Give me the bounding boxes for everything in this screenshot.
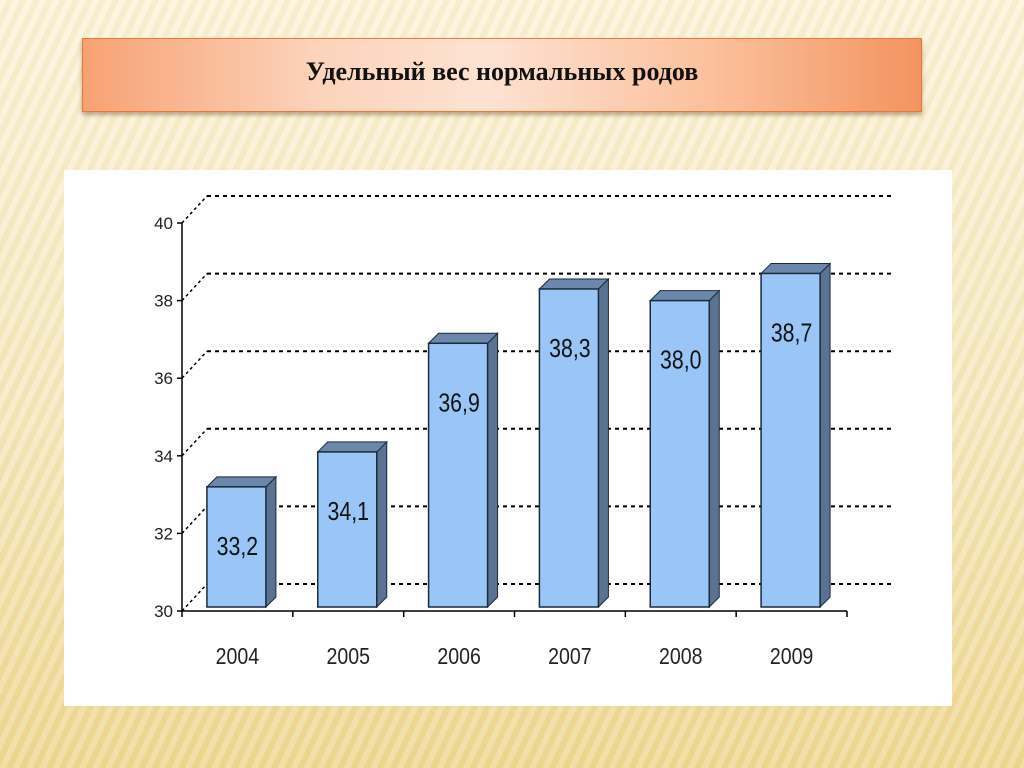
x-tick-label: 2005	[327, 644, 370, 670]
data-label: 33,2	[217, 532, 258, 562]
grid-depth-line	[181, 195, 208, 224]
bar	[206, 486, 267, 608]
data-label: 38,7	[771, 318, 812, 348]
bar-top	[205, 476, 278, 488]
data-label: 36,9	[438, 388, 479, 418]
grid-depth-line	[181, 428, 208, 457]
x-tick-label: 2006	[437, 644, 480, 670]
x-tick-label: 2009	[770, 644, 813, 670]
bar-side	[487, 332, 499, 609]
bar-top	[759, 262, 832, 274]
y-tick-label: 34	[154, 447, 173, 466]
bar-side	[708, 289, 720, 609]
bar	[538, 288, 600, 608]
bar	[427, 342, 489, 608]
y-tick-label: 30	[154, 602, 173, 621]
grid-depth-line	[181, 583, 208, 612]
y-tick-label: 40	[154, 214, 173, 233]
bar	[317, 451, 378, 608]
y-tick-label: 32	[154, 524, 173, 543]
bar-top	[649, 290, 721, 302]
bar-side	[819, 262, 831, 609]
grid-depth-line	[181, 505, 208, 534]
chart-panel: 30 32 34 36 38 40 33,2 2004 34,1 2005 36,9 2006 38,3…	[64, 170, 952, 706]
slide-title: Удельный вес нормальных родов	[305, 57, 699, 86]
x-tick-label: 2004	[216, 644, 260, 670]
grid-depth-line	[181, 273, 208, 302]
bar-top	[316, 441, 388, 453]
x-tick-label: 2007	[548, 644, 591, 670]
x-tick-label: 2008	[659, 644, 702, 670]
bar-top	[538, 278, 610, 290]
data-label: 34,1	[328, 497, 369, 527]
bar	[760, 272, 821, 608]
bar-side	[265, 475, 277, 609]
data-label: 38,3	[549, 334, 590, 364]
bar-chart: 30 32 34 36 38 40 33,2 2004 34,1 2005 36,9 2006 38,3…	[154, 195, 892, 670]
bar-side	[597, 277, 609, 609]
y-tick-label: 38	[154, 292, 173, 311]
bar-top	[427, 332, 499, 344]
y-tick-label: 36	[154, 369, 173, 388]
data-label: 38,0	[660, 346, 701, 376]
slide-title-banner: Удельный вес нормальных родов	[82, 38, 922, 112]
bar-side	[376, 440, 388, 609]
grid-depth-line	[181, 350, 208, 379]
bar	[649, 299, 710, 608]
